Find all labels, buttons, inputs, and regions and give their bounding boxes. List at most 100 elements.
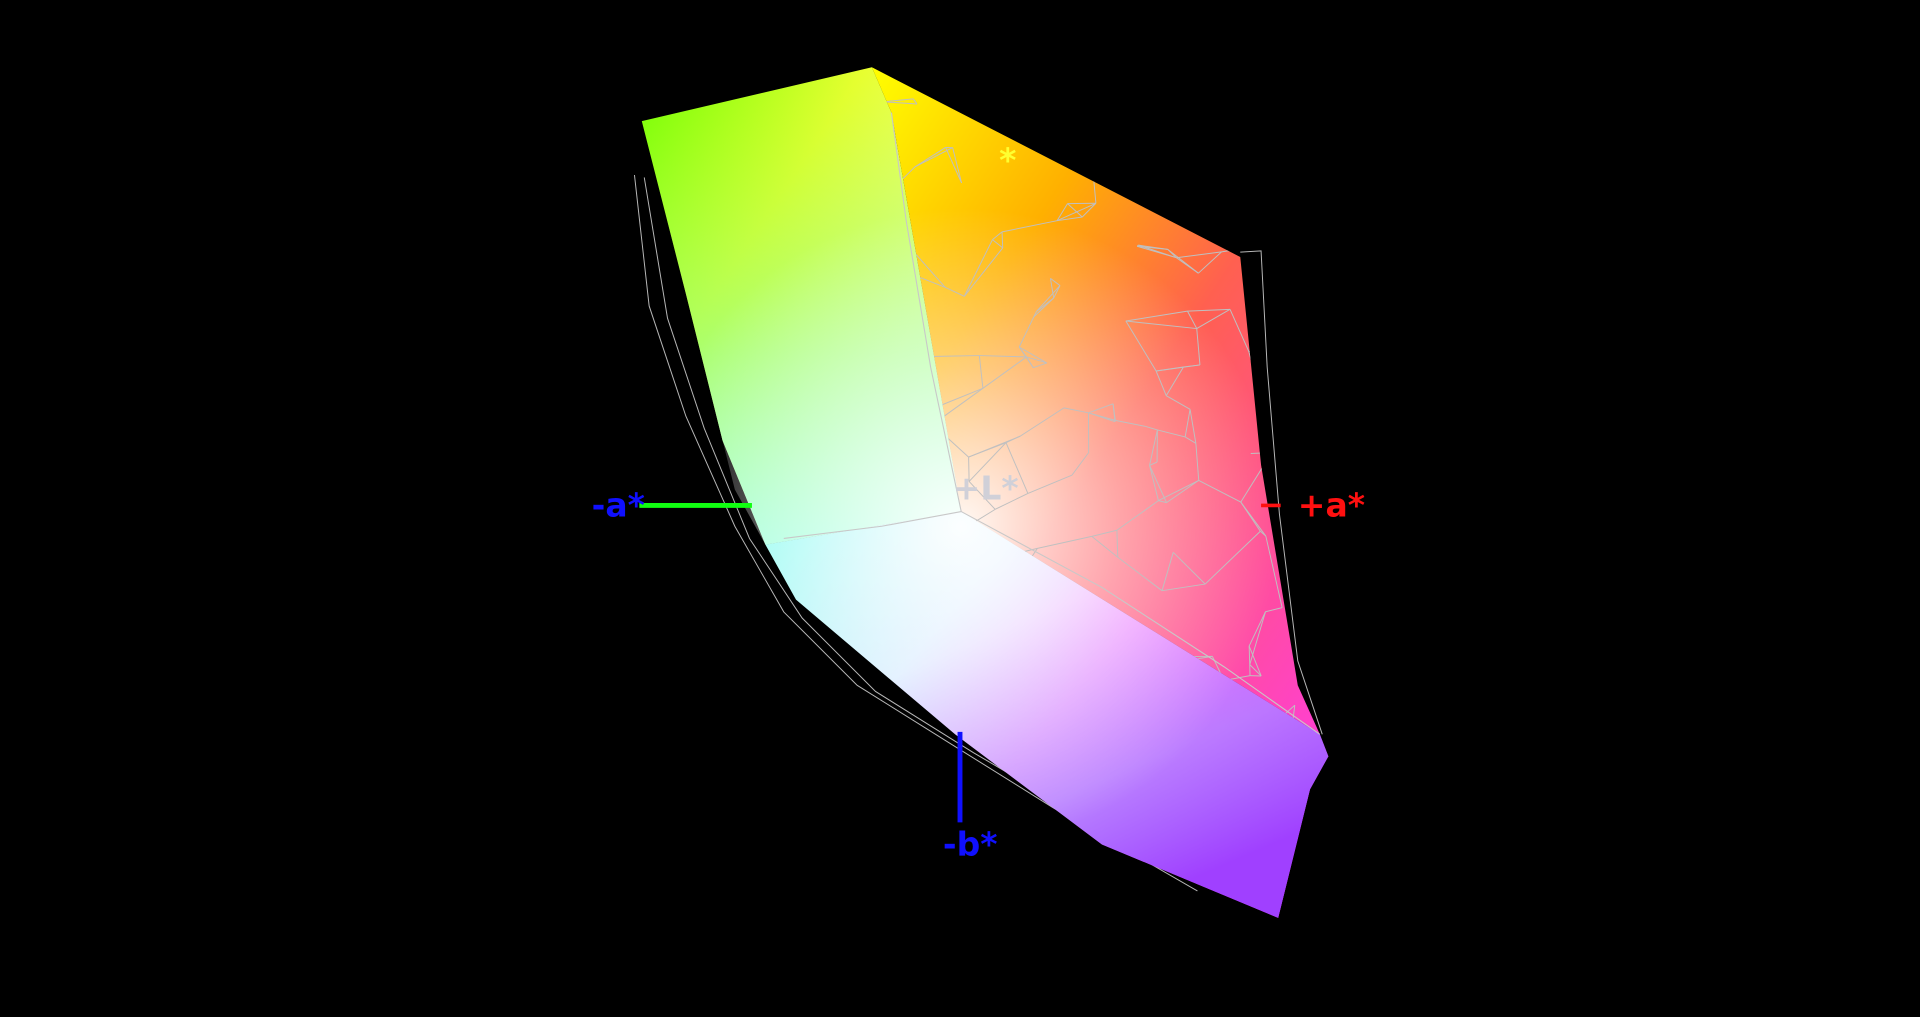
wireframe-line <box>1116 530 1119 558</box>
wireframe-line <box>1081 202 1097 218</box>
wireframe-line <box>1033 362 1047 369</box>
wireframe-line <box>883 101 918 105</box>
wireframe-line <box>1144 131 1173 190</box>
wireframe-line <box>1263 224 1297 239</box>
wireframe-line <box>1117 556 1163 592</box>
wireframe-line <box>1253 113 1281 122</box>
wireframe-line <box>1149 461 1158 466</box>
wireframe-line <box>1088 412 1116 421</box>
wireframe-line <box>1155 370 1167 396</box>
wireframe-line <box>1156 366 1184 372</box>
wireframe-line <box>1001 231 1004 248</box>
wireframe-line <box>1018 346 1048 364</box>
wireframe-line <box>1091 529 1118 537</box>
wireframe-line <box>912 98 918 105</box>
wireframe-line <box>1248 646 1251 665</box>
wireframe-line <box>992 231 1003 241</box>
pos-b-axis-label: * <box>999 140 1016 179</box>
wireframe-line <box>968 442 1007 458</box>
wireframe-line <box>1258 350 1274 390</box>
wireframe-line <box>1198 251 1222 274</box>
wireframe-line <box>1019 407 1065 437</box>
wireframe-line <box>1027 474 1073 494</box>
wireframe-line <box>1166 395 1191 410</box>
wireframe-line <box>1071 452 1090 476</box>
wireframe-line <box>1149 429 1158 466</box>
wireframe-line <box>1252 121 1261 134</box>
wireframe-line <box>963 247 1004 297</box>
wireframe-line <box>1125 320 1197 330</box>
wireframe-line <box>1005 442 1029 494</box>
wireframe-line <box>1049 278 1055 299</box>
wireframe-line <box>1161 552 1174 591</box>
wireframe-line <box>1195 443 1200 481</box>
wireframe-line <box>1187 310 1198 329</box>
wireframe-line <box>982 356 1027 389</box>
wireframe-line <box>1125 310 1188 322</box>
wireframe-line <box>1145 425 1158 431</box>
wireframe-line <box>1112 403 1116 421</box>
wireframe-line <box>1259 113 1281 134</box>
wireframe-line <box>952 147 963 184</box>
wireframe-line <box>963 239 993 297</box>
wireframe-line <box>1053 118 1090 157</box>
wireframe-line <box>978 355 984 389</box>
wireframe-line <box>1026 356 1047 364</box>
wireframe-line <box>1158 500 1167 504</box>
wireframe-line <box>1248 611 1266 647</box>
wireframe-line <box>1229 309 1250 352</box>
wireframe-line <box>1240 501 1261 532</box>
wireframe-line <box>1258 366 1296 390</box>
wireframe-line <box>1204 530 1261 585</box>
white-point-glow <box>641 67 1329 918</box>
neg-a-axis-label: -a* <box>592 485 645 524</box>
wireframe-line <box>1018 346 1027 358</box>
wireframe-line <box>1149 465 1167 503</box>
wireframe-line <box>944 286 965 297</box>
wireframe-line <box>1248 645 1262 677</box>
wireframe-line <box>1249 611 1266 665</box>
wireframe-line <box>1172 551 1206 585</box>
wireframe-line <box>1149 132 1173 185</box>
wireframe-line <box>1116 500 1159 531</box>
wireframe-line <box>1253 121 1296 147</box>
wireframe-line <box>1248 349 1273 352</box>
wireframe-line <box>1196 308 1231 329</box>
neg-b-axis-label: -b* <box>943 824 998 863</box>
wireframe-line <box>1248 237 1297 249</box>
wireframe-line <box>1138 244 1177 259</box>
wireframe-line <box>1093 175 1151 185</box>
wireframe-line <box>1037 535 1092 549</box>
wireframe-line <box>883 98 914 103</box>
wireframe-line <box>992 239 1004 249</box>
wireframe-line <box>1259 132 1296 147</box>
wireframe-line <box>1161 583 1206 592</box>
pos-l-axis-label: +L* <box>953 468 1019 507</box>
wireframe-line <box>1198 479 1241 503</box>
wireframe-line <box>1167 249 1199 274</box>
wireframe-line <box>1056 216 1083 222</box>
wireframe-line <box>1053 285 1061 299</box>
wireframe-line <box>1171 114 1195 133</box>
wireframe-line <box>1184 436 1197 444</box>
wireframe-line <box>1165 366 1184 396</box>
wireframe-line <box>1176 251 1222 259</box>
pos-a-axis-label: +a* <box>1298 485 1365 524</box>
wireframe-line <box>1088 118 1094 176</box>
wireframe-line <box>968 442 1007 482</box>
wireframe-line <box>1280 113 1296 146</box>
wireframe-line <box>1184 409 1191 438</box>
gamut-solid <box>641 67 1329 918</box>
wireframe-line <box>1248 224 1265 248</box>
wireframe-line <box>1249 664 1262 677</box>
wireframe-line <box>1196 328 1201 365</box>
wireframe-line <box>1265 535 1283 608</box>
wireframe-line <box>1067 203 1083 218</box>
wireframe-line <box>1272 349 1296 368</box>
wireframe-line <box>979 355 1027 358</box>
wireframe-line <box>1115 419 1146 427</box>
wireframe-line <box>1138 244 1168 250</box>
wireframe-line <box>1166 480 1200 503</box>
wireframe-line <box>1265 607 1283 613</box>
